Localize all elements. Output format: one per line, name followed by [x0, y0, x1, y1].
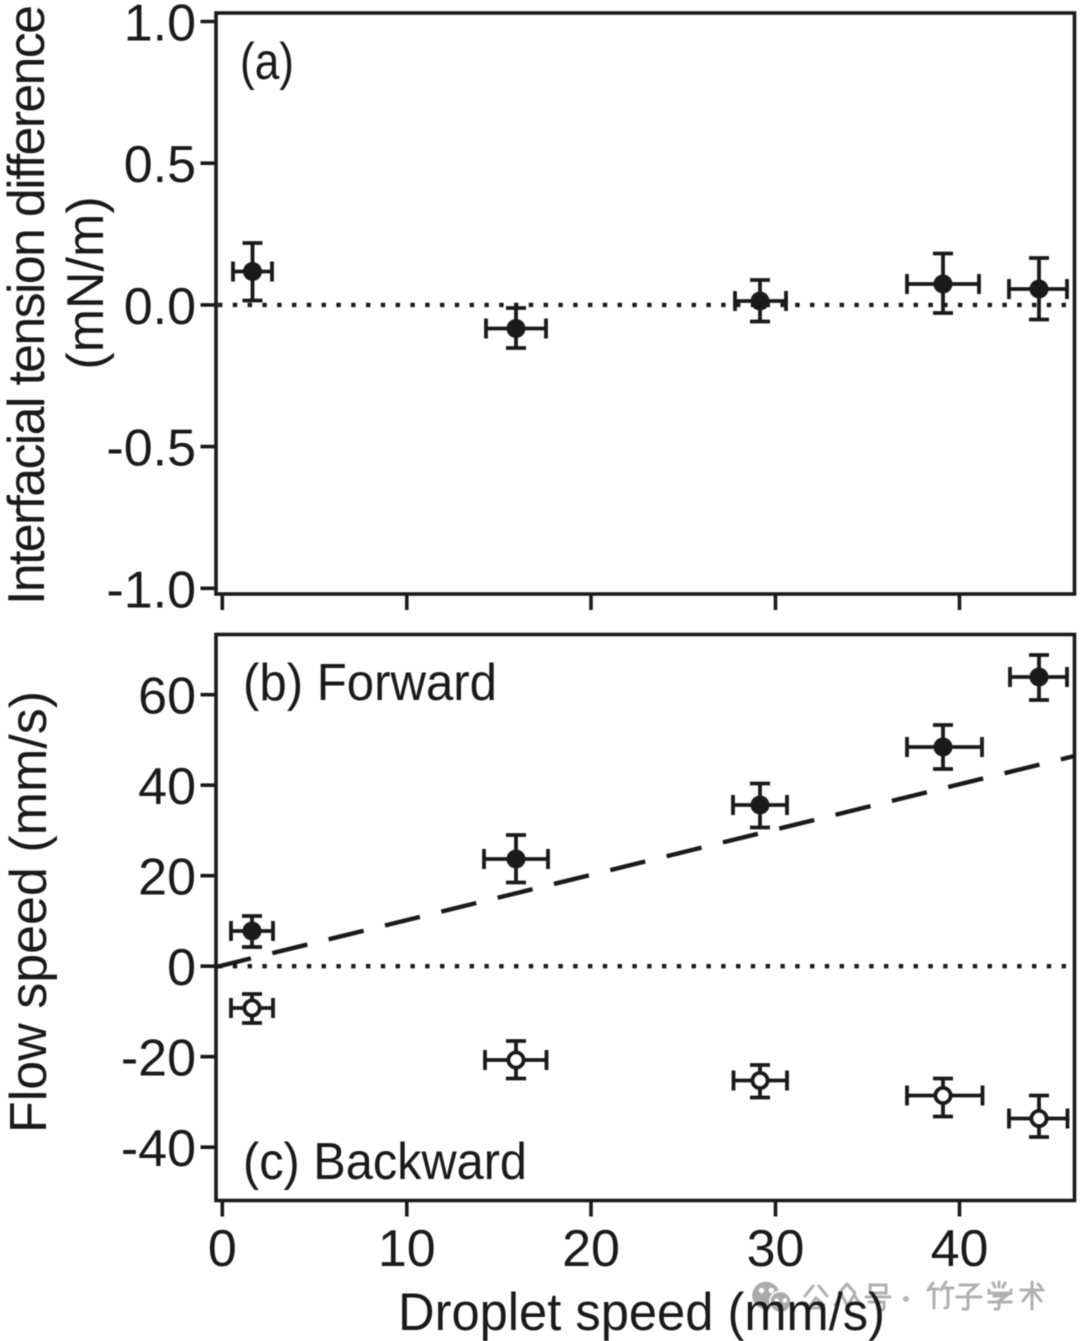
svg-text:60: 60 — [138, 668, 196, 726]
svg-text:(b) Forward: (b) Forward — [243, 654, 497, 712]
svg-text:0: 0 — [167, 939, 196, 997]
svg-text:40: 40 — [931, 1220, 989, 1278]
svg-text:40: 40 — [138, 758, 196, 816]
svg-text:0.5: 0.5 — [124, 136, 196, 194]
svg-text:0: 0 — [208, 1220, 237, 1278]
svg-text:(mN/m): (mN/m) — [57, 196, 115, 369]
svg-text:20: 20 — [138, 849, 196, 907]
svg-text:20: 20 — [562, 1220, 620, 1278]
svg-text:Droplet speed (mm/s): Droplet speed (mm/s) — [398, 1283, 885, 1341]
svg-text:-40: -40 — [121, 1120, 196, 1178]
svg-text:-20: -20 — [121, 1030, 196, 1088]
svg-text:(a): (a) — [240, 33, 294, 91]
svg-text:0.0: 0.0 — [124, 278, 196, 336]
svg-text:Flow speed (mm/s): Flow speed (mm/s) — [0, 691, 58, 1133]
svg-text:-1.0: -1.0 — [106, 561, 196, 619]
svg-text:30: 30 — [747, 1220, 805, 1278]
svg-text:-0.5: -0.5 — [106, 420, 196, 478]
svg-text:1.0: 1.0 — [124, 0, 196, 53]
svg-text:(c) Backward: (c) Backward — [243, 1133, 527, 1191]
svg-text:Interfacial tension difference: Interfacial tension difference — [0, 5, 56, 605]
svg-text:10: 10 — [378, 1220, 436, 1278]
